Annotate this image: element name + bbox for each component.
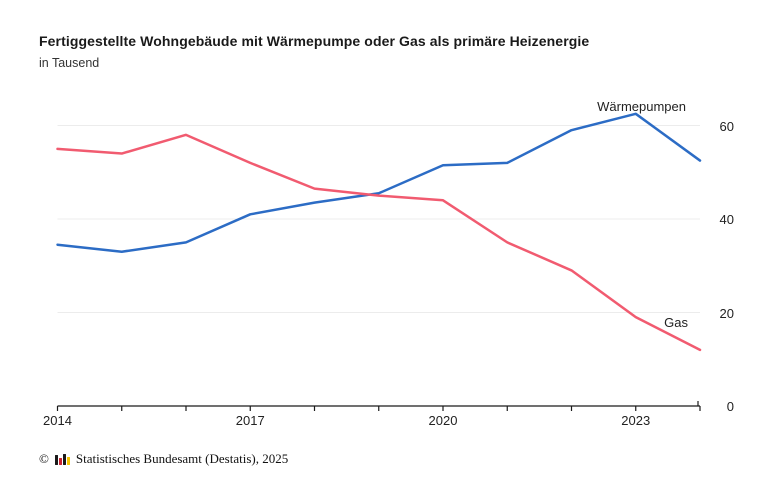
source-text: Statistisches Bundesamt (Destatis), 2025 (75, 451, 289, 466)
series-line-gas (56, 133, 702, 352)
destatis-logo-icon (54, 453, 70, 465)
copyright-symbol: © (39, 451, 49, 466)
chart-unit-subtitle: in Tausend (39, 56, 100, 70)
x-tick-label-2023: 2023 (621, 413, 651, 428)
series-label-gas: Gas (664, 315, 688, 330)
x-tick-label-2020: 2020 (428, 413, 458, 428)
series-line-wärmepumpen (56, 112, 702, 253)
series-label-waermepumpen: Wärmepumpen (597, 99, 686, 114)
source-attribution: © Statistisches Bundesamt (Destatis), 20… (39, 451, 288, 467)
y-tick-label-60: 60 (719, 118, 734, 134)
page-title: Fertiggestellte Wohngebäude mit Wärmepum… (39, 33, 590, 49)
y-tick-label-40: 40 (719, 212, 734, 227)
y-tick-label-0: 0 (726, 399, 734, 414)
x-tick-label-2017: 2017 (235, 413, 265, 428)
x-tick-label-2014: 2014 (43, 413, 72, 428)
y-tick-label-20: 20 (719, 305, 734, 321)
